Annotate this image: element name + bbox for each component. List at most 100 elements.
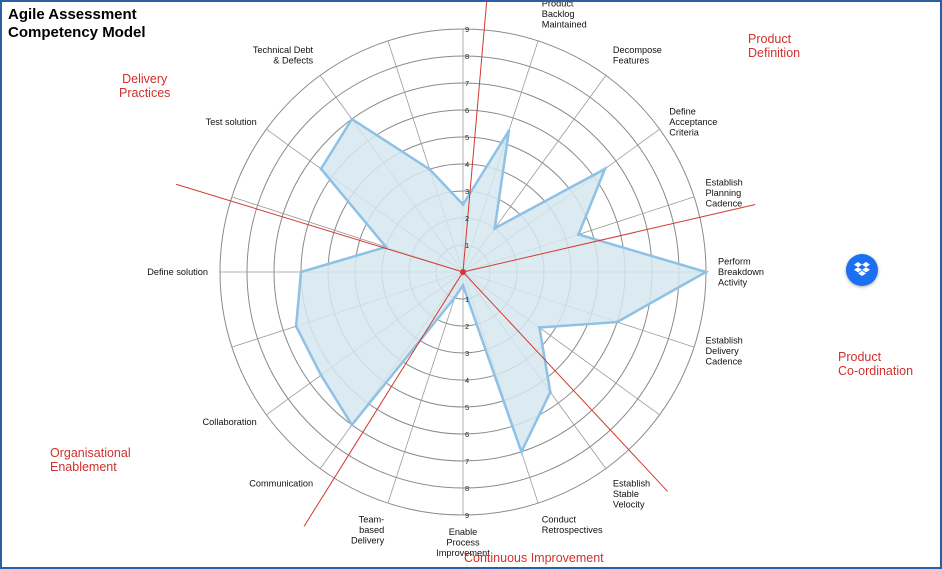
category-label-line: Stable — [613, 489, 639, 499]
group-label-delivery-practices: Delivery Practices — [119, 72, 171, 100]
category-label-establish-stable-velocity: Establish Stable Velocity — [613, 478, 650, 509]
category-label-product-backlog-maintained: Product Backlog Maintained — [542, 2, 587, 29]
data-point-10 — [461, 284, 465, 287]
category-label-line: Define — [669, 107, 696, 117]
category-label-line: Features — [613, 56, 650, 66]
data-point-14 — [294, 324, 298, 328]
tick-label-up-8: 8 — [465, 52, 469, 61]
data-point-2 — [493, 226, 497, 230]
tick-label-up-2: 2 — [465, 214, 469, 223]
tick-label-down-9: 9 — [465, 511, 469, 520]
data-point-11 — [453, 296, 457, 300]
tick-label-up-7: 7 — [465, 79, 469, 88]
data-point-9 — [519, 450, 523, 454]
category-label-technical-debt-defects: Technical Debt & Defects — [253, 45, 314, 66]
category-label-decompose-features: Decompose Features — [613, 45, 662, 66]
group-divider-3 — [303, 271, 464, 527]
group-divider-0 — [462, 2, 488, 273]
category-label-line: Collaboration — [203, 417, 257, 427]
category-label-line: Product — [542, 2, 574, 8]
category-label-line: Activity — [718, 278, 748, 288]
group-label-continuous-improvement: Continuous Improvement — [464, 551, 604, 565]
tick-label-up-5: 5 — [465, 133, 469, 142]
category-label-line: Cadence — [706, 199, 743, 209]
group-label-product-coordination: Product Co-ordination — [838, 350, 914, 378]
category-label-establish-planning-cadence: Establish Planning Cadence — [706, 178, 743, 209]
center-dot — [460, 269, 466, 275]
data-point-7 — [537, 326, 541, 330]
data-point-17 — [319, 167, 323, 171]
category-label-line: Improvement — [436, 548, 490, 558]
category-label-line: Enable — [449, 527, 478, 537]
data-point-8 — [548, 390, 552, 394]
group-divider-1 — [462, 204, 756, 273]
category-label-line: Delivery — [351, 536, 385, 546]
category-label-line: Communication — [249, 478, 313, 488]
tick-label-down-3: 3 — [465, 349, 469, 358]
category-label-line: Cadence — [706, 356, 743, 366]
category-label-line: Backlog — [542, 9, 575, 19]
data-point-12 — [350, 423, 354, 427]
category-label-line: Conduct — [542, 515, 577, 525]
data-point-5 — [704, 270, 708, 274]
category-label-line: based — [359, 525, 384, 535]
category-label-line: Planning — [706, 188, 742, 198]
data-point-13 — [319, 373, 323, 377]
data-point-0 — [461, 203, 465, 206]
tick-label-down-4: 4 — [465, 376, 469, 385]
group-divider-2 — [462, 271, 668, 492]
data-point-15 — [299, 270, 303, 274]
category-label-line: Establish — [613, 478, 650, 488]
category-label-line: Breakdown — [718, 267, 764, 277]
category-label-line: Delivery — [706, 346, 740, 356]
category-label-enable-process-improvement: Enable Process Improvement — [436, 527, 490, 558]
category-label-line: Decompose — [613, 45, 662, 55]
category-label-line: Criteria — [669, 128, 699, 138]
data-point-6 — [615, 320, 619, 324]
category-label-communication: Communication — [249, 478, 313, 488]
category-label-establish-delivery-cadence: Establish Delivery Cadence — [706, 335, 743, 366]
category-label-line: Establish — [706, 178, 743, 188]
tick-label-down-5: 5 — [465, 403, 469, 412]
category-label-define-solution: Define solution — [147, 267, 208, 277]
category-label-line: & Defects — [273, 56, 313, 66]
dropbox-button[interactable] — [846, 254, 878, 286]
tick-label-up-3: 3 — [465, 187, 469, 196]
category-label-line: Test solution — [206, 117, 257, 127]
category-label-define-acceptance-criteria: Define Acceptance Criteria — [669, 107, 717, 138]
tick-label-down-1: 1 — [465, 295, 469, 304]
tick-label-down-8: 8 — [465, 484, 469, 493]
category-label-line: Maintained — [542, 19, 587, 29]
data-point-1 — [507, 129, 511, 133]
tick-label-up-4: 4 — [465, 160, 469, 169]
data-point-18 — [350, 117, 354, 121]
group-label-organisational-enablement: Organisational Enablement — [50, 446, 131, 474]
category-label-line: Team- — [359, 515, 385, 525]
dropbox-icon — [854, 262, 870, 276]
category-label-perform-breakdown-activity: Perform Breakdown Activity — [718, 257, 764, 288]
category-label-line: Define solution — [147, 267, 208, 277]
category-label-collaboration: Collaboration — [203, 417, 257, 427]
data-point-19 — [428, 167, 432, 171]
category-label-team-based-delivery: Team-based Delivery — [351, 515, 385, 546]
tick-label-up-1: 1 — [465, 241, 469, 250]
category-label-line: Technical Debt — [253, 45, 314, 55]
group-divider-4 — [175, 183, 464, 273]
category-label-line: Establish — [706, 335, 743, 345]
category-label-test-solution: Test solution — [206, 117, 257, 127]
tick-label-up-6: 6 — [465, 106, 469, 115]
tick-label-down-7: 7 — [465, 457, 469, 466]
tick-label-down-6: 6 — [465, 430, 469, 439]
data-point-4 — [577, 232, 581, 236]
category-label-line: Perform — [718, 257, 751, 267]
tick-label-up-9: 9 — [465, 25, 469, 34]
category-label-line: Process — [446, 538, 480, 548]
group-label-product-definition: Product Definition — [748, 32, 801, 60]
data-point-3 — [603, 167, 607, 171]
spoke-11 — [387, 271, 464, 504]
tick-label-down-2: 2 — [465, 322, 469, 331]
chart-title: Agile Assessment Competency Model — [8, 6, 146, 41]
category-label-conduct-retrospectives: Conduct Retrospectives — [542, 515, 603, 536]
